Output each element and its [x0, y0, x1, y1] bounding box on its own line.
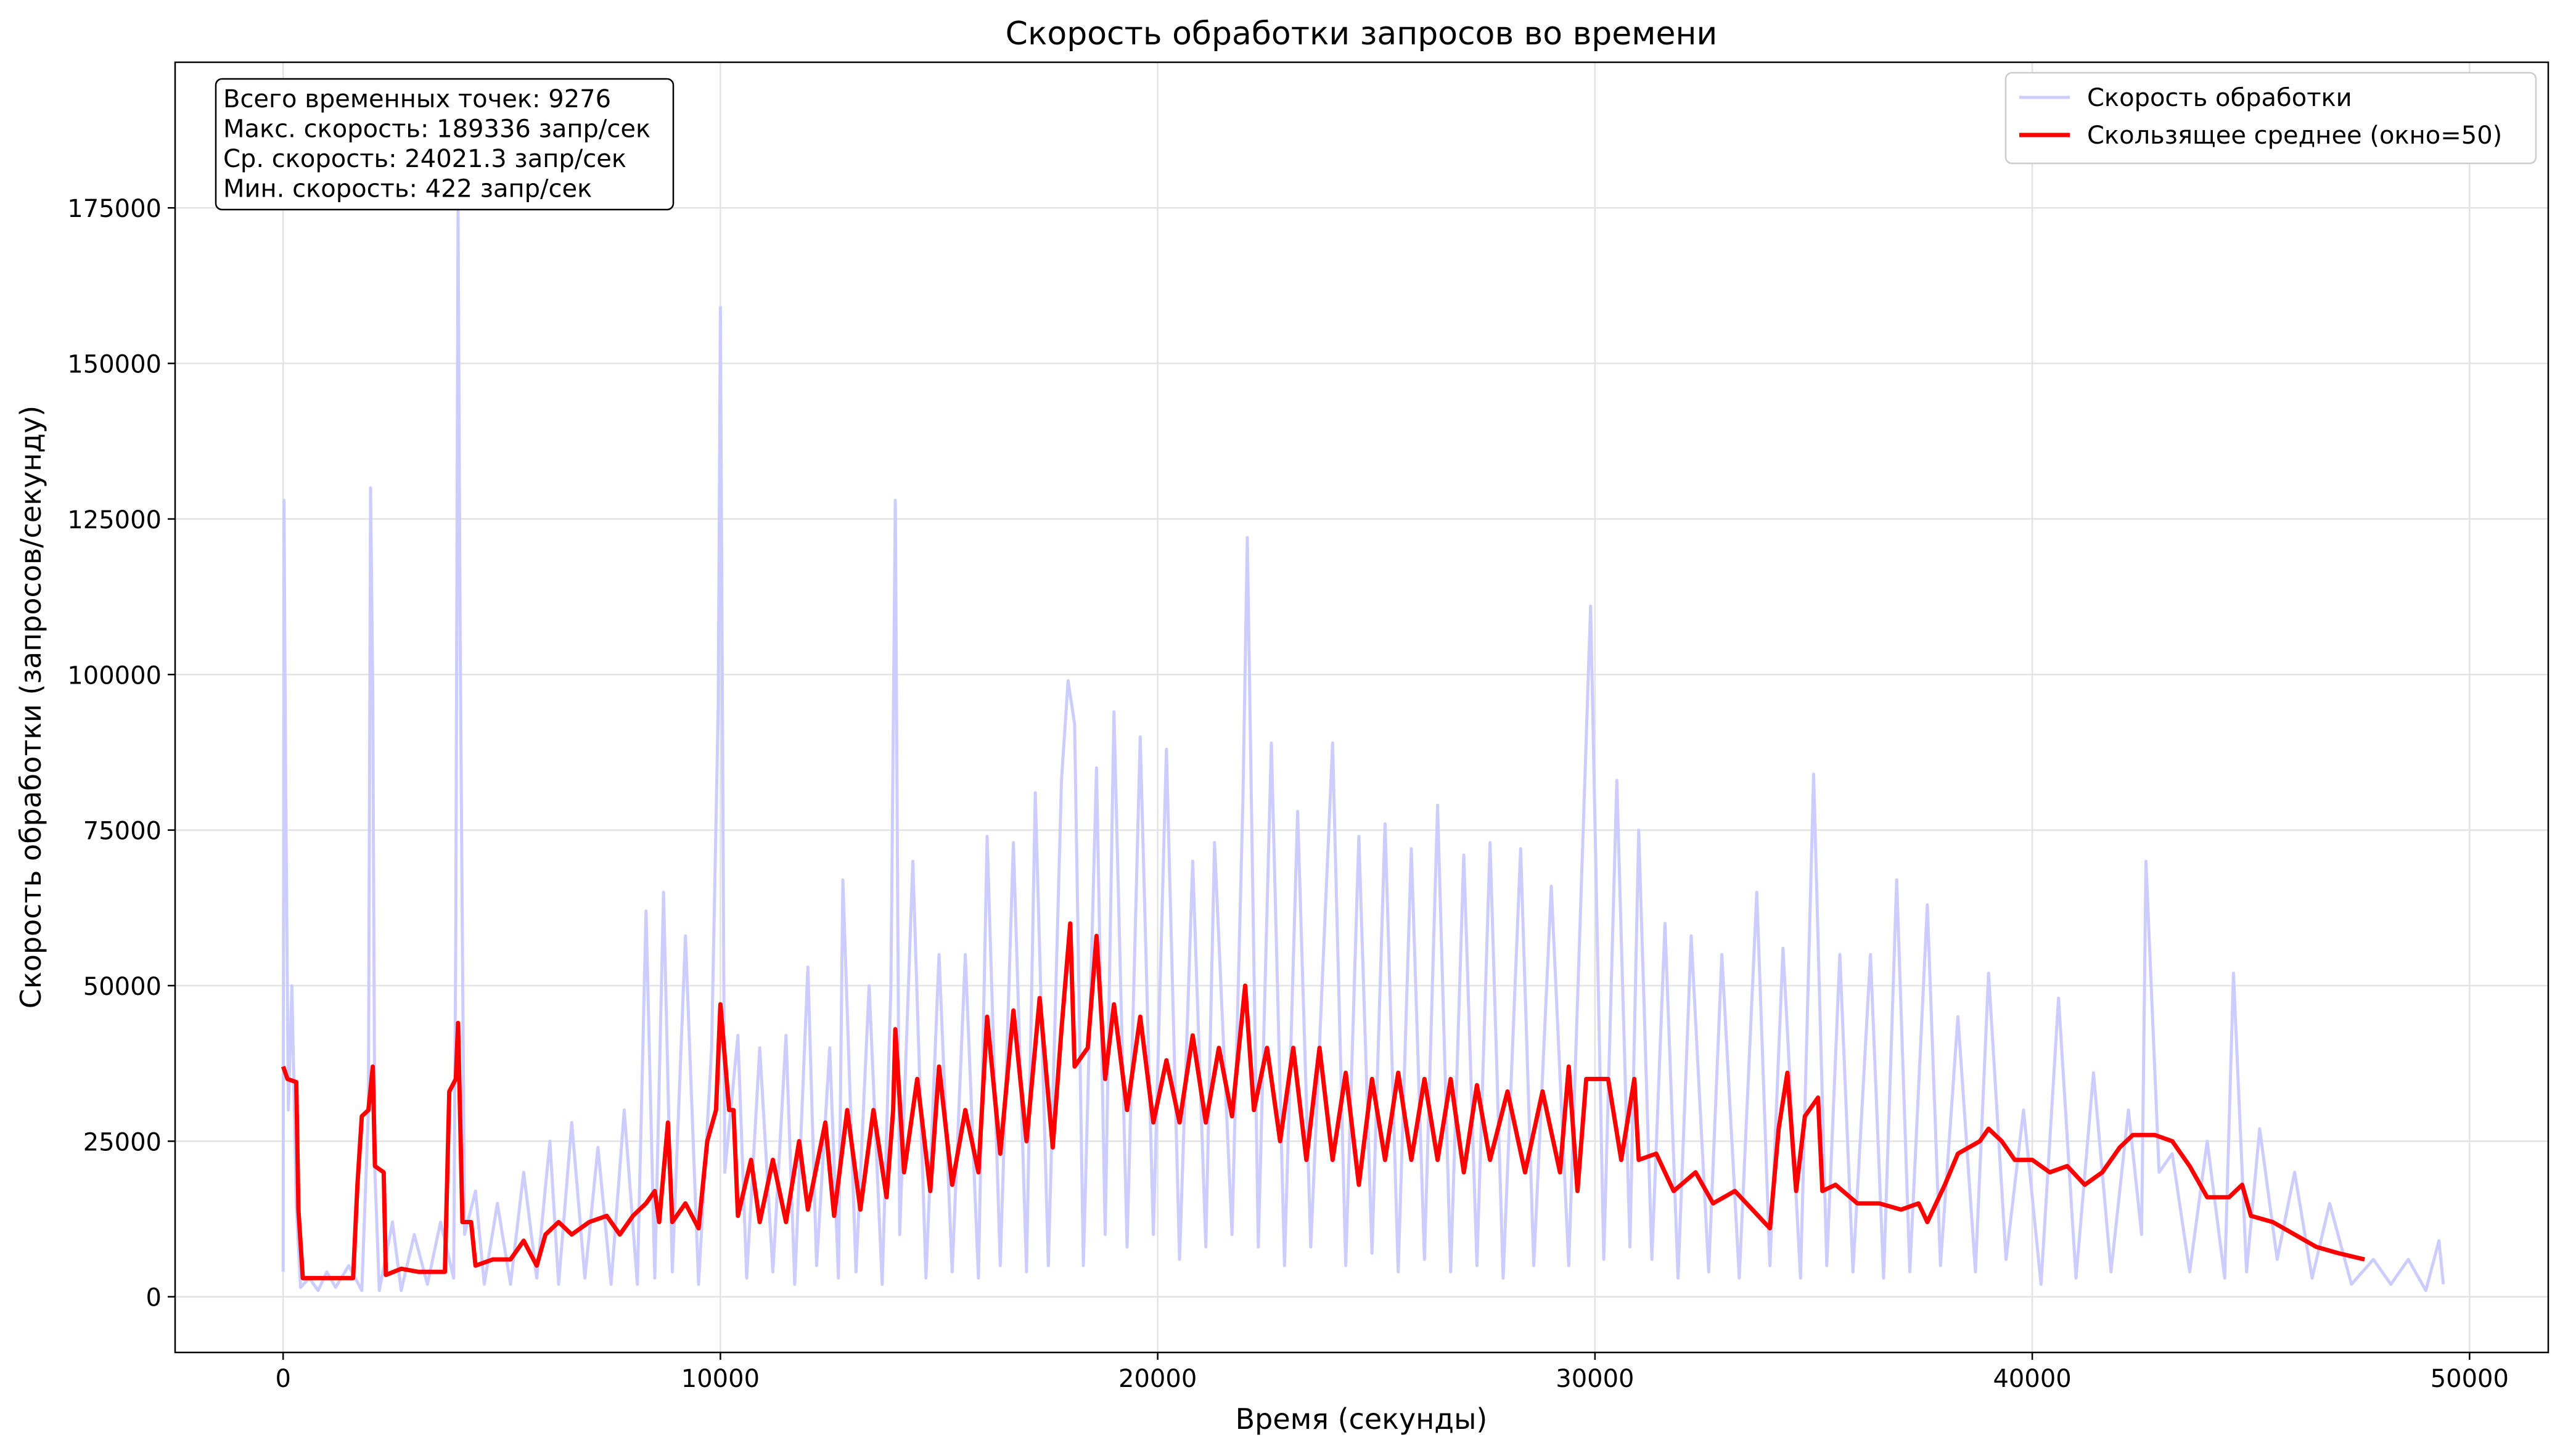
y-tick-label: 100000 — [67, 661, 162, 690]
legend-box — [2004, 72, 2537, 165]
y-tick-label: 25000 — [83, 1128, 162, 1156]
series-line — [281, 921, 2365, 1280]
x-tick-label: 20000 — [1118, 1365, 1197, 1393]
x-axis-label: Время (секунды) — [1236, 1402, 1488, 1436]
x-tick-label: 0 — [275, 1365, 290, 1393]
y-tick-label: 50000 — [83, 973, 162, 1001]
legend-label: Скорость обработки — [2087, 84, 2352, 112]
x-tick-label: 50000 — [2431, 1365, 2509, 1393]
chart-title: Скорость обработки запросов во времени — [1006, 15, 1718, 52]
y-tick-label: 75000 — [83, 817, 162, 846]
annotation-line: Мин. скорость: 422 запр/сек — [223, 175, 592, 203]
series-line — [281, 206, 2445, 1293]
x-tick-label: 10000 — [681, 1365, 760, 1393]
x-tick-label: 30000 — [1556, 1365, 1634, 1393]
annotation-box — [215, 78, 675, 211]
annotation-line: Ср. скорость: 24021.3 запр/сек — [223, 145, 626, 173]
x-tick-label: 40000 — [1993, 1365, 2071, 1393]
y-tick-label: 175000 — [67, 195, 162, 223]
y-tick-label: 0 — [146, 1284, 162, 1312]
annotation-line: Всего временных точек: 9276 — [223, 85, 611, 113]
y-tick-label: 125000 — [67, 506, 162, 534]
y-axis-label: Скорость обработки (запросов/секунду) — [14, 406, 47, 1008]
legend-label: Скользящее среднее (окно=50) — [2087, 121, 2502, 150]
y-tick-label: 150000 — [67, 351, 162, 379]
annotation-line: Макс. скорость: 189336 запр/сек — [223, 115, 650, 144]
plot-frame — [174, 61, 2550, 1354]
